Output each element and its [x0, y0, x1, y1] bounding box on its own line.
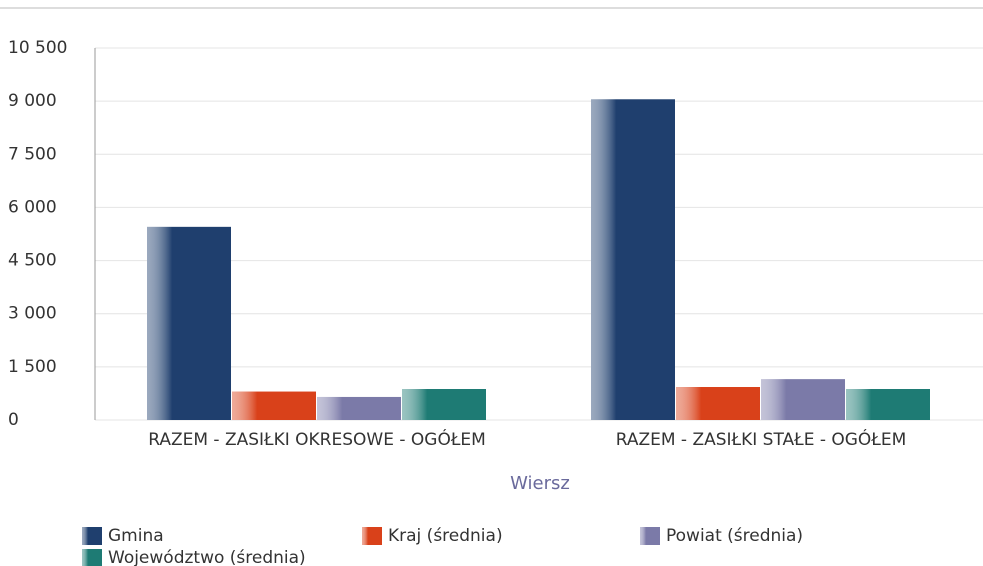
bar-shine [147, 226, 231, 420]
bar-group [232, 391, 316, 420]
y-tick-label: 9 000 [8, 91, 57, 111]
bar-shine [402, 389, 486, 420]
legend-label: Gmina [108, 526, 164, 546]
bar-group [846, 389, 930, 420]
y-tick-label: 7 500 [8, 144, 57, 164]
y-tick-label: 10 500 [8, 38, 67, 58]
bar-group [317, 396, 401, 420]
y-tick-label: 0 [8, 410, 19, 430]
bar-shine [761, 379, 845, 420]
legend-label: Powiat (średnia) [666, 526, 803, 546]
legend-swatch-shine [362, 527, 382, 545]
y-tick-label: 4 500 [8, 251, 57, 271]
x-axis-label: Wiersz [510, 473, 570, 494]
bar-shine [232, 391, 316, 420]
y-tick-label: 6 000 [8, 197, 57, 217]
bar-shine [591, 99, 675, 420]
bar-shine [846, 389, 930, 420]
bar-group [591, 99, 675, 420]
y-tick-label: 3 000 [8, 304, 57, 324]
x-tick-label: RAZEM - ZASIŁKI OKRESOWE - OGÓŁEM [148, 428, 486, 450]
bar-group [402, 389, 486, 420]
bar-shine [676, 387, 760, 420]
legend-swatch-shine [82, 549, 102, 566]
legend-swatch-shine [82, 527, 102, 545]
bar-group [676, 387, 760, 420]
x-tick-label: RAZEM - ZASIŁKI STAŁE - OGÓŁEM [616, 428, 907, 450]
legend-label: Kraj (średnia) [388, 526, 503, 546]
legend-label: Województwo (średnia) [108, 548, 306, 566]
legend-swatch-shine [640, 527, 660, 545]
y-tick-label: 1 500 [8, 357, 57, 377]
bar-group [761, 379, 845, 420]
bar-group [147, 226, 231, 420]
bar-shine [317, 396, 401, 420]
